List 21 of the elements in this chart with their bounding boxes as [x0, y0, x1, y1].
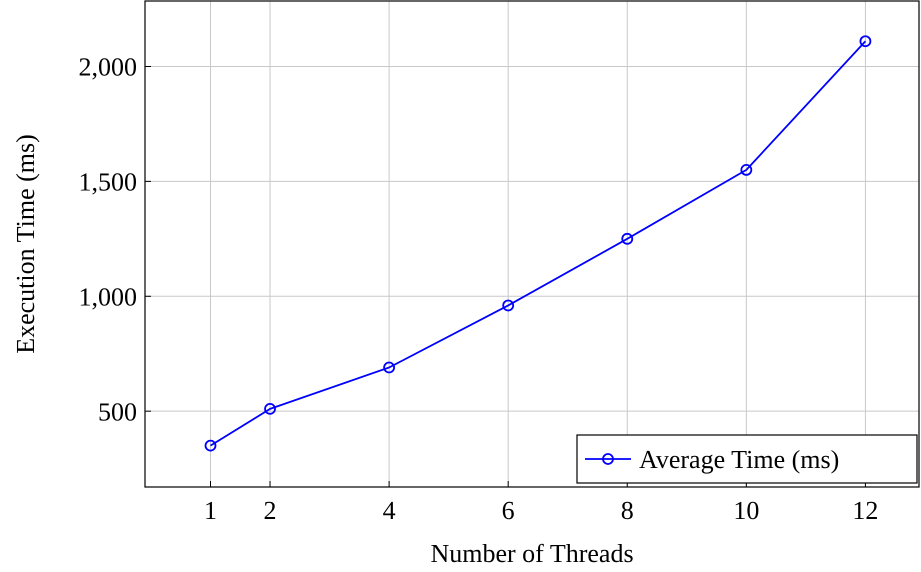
point — [740, 164, 752, 176]
x-tick-label: 2 — [264, 496, 277, 525]
point — [502, 300, 514, 312]
x-tick-label: 4 — [382, 496, 396, 525]
x-tick-label: 1 — [204, 496, 217, 525]
point — [204, 440, 216, 452]
y-tick-label: 1,500 — [78, 167, 137, 196]
y-tick-label: 1,000 — [78, 282, 137, 312]
legend-label: Average Time (ms) — [639, 445, 840, 474]
y-tick-label: 2,000 — [78, 52, 137, 82]
x-axis-title: Number of Threads — [430, 539, 634, 568]
point — [264, 402, 276, 415]
x-tick-label: 12 — [852, 496, 878, 525]
point — [383, 362, 396, 374]
point — [621, 232, 634, 245]
x-tick-label: 6 — [502, 496, 515, 525]
x-tick-label: 10 — [733, 496, 760, 525]
y-tick-label: 500 — [98, 397, 137, 426]
point — [860, 35, 872, 48]
x-tick-label: 8 — [620, 496, 634, 525]
y-axis-title: Execution Time (ms) — [11, 134, 40, 354]
